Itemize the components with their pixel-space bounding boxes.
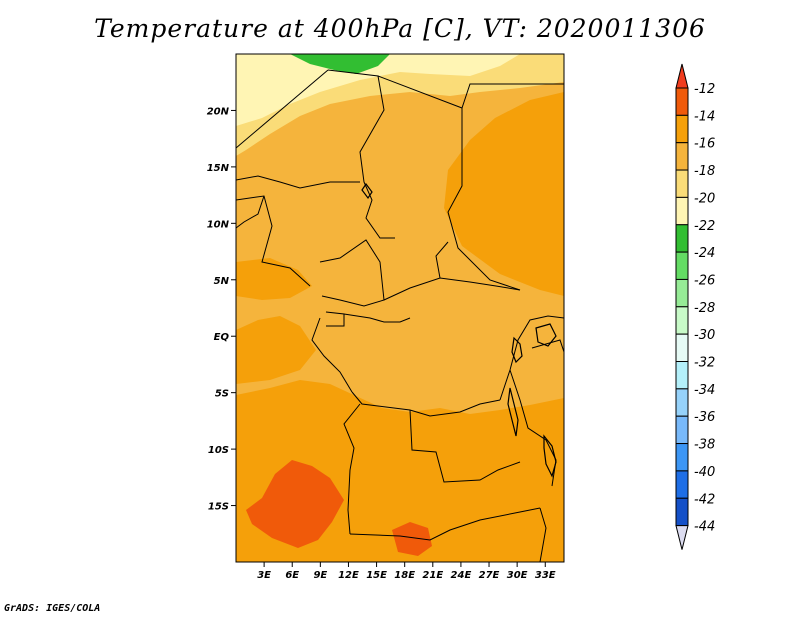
colorbar-label: -24 [694, 246, 715, 261]
colorbar-top-arrow [676, 64, 688, 88]
x-tick-label: 12E [338, 570, 359, 581]
colorbar-swatch [676, 498, 688, 525]
y-tick-label: 5N [214, 276, 230, 287]
colorbar: -12 -14 -16 -18 -20 -22 -24 -26 -28 -30 -32 -34 -36 -… [676, 64, 715, 550]
y-tick-label: 15S [208, 502, 229, 513]
colorbar-label: -30 [694, 328, 715, 343]
colorbar-label: -34 [694, 383, 715, 398]
colorbar-swatch [676, 362, 688, 389]
colorbar-swatch [676, 170, 688, 197]
x-tick-label: 9E [313, 570, 327, 581]
colorbar-label: -32 [694, 356, 715, 371]
colorbar-swatch [676, 143, 688, 170]
colorbar-label: -28 [694, 301, 715, 316]
colorbar-label: -42 [694, 492, 715, 507]
x-tick-label: 3E [257, 570, 271, 581]
x-tick-label: 6E [285, 570, 299, 581]
x-tick-label: 15E [366, 570, 387, 581]
x-tick-label: 18E [394, 570, 415, 581]
credit-label: GrADS: IGES/COLA [4, 603, 100, 614]
x-tick-label: 27E [479, 570, 500, 581]
colorbar-label: -12 [694, 82, 715, 97]
x-tick-label: 24E [451, 570, 472, 581]
y-tick-label: 15N [207, 163, 230, 174]
temperature-field [236, 54, 564, 562]
x-tick-label: 21E [422, 570, 443, 581]
colorbar-swatch [676, 225, 688, 252]
colorbar-label: -26 [694, 273, 715, 288]
x-tick-label: 30E [507, 570, 528, 581]
colorbar-swatch [676, 252, 688, 279]
y-tick-label: 10S [208, 445, 229, 456]
y-axis: 20N 15N 10N 5N EQ 5S 10S 15S [207, 106, 236, 512]
colorbar-label: -36 [694, 410, 715, 425]
y-tick-label: 10N [207, 219, 230, 230]
colorbar-label: -18 [694, 164, 715, 179]
colorbar-swatch [676, 88, 688, 115]
y-tick-label: 5S [215, 389, 229, 400]
colorbar-label: -40 [694, 465, 715, 480]
colorbar-swatch [676, 279, 688, 306]
colorbar-label: -16 [694, 137, 715, 152]
colorbar-swatch [676, 444, 688, 471]
x-axis: 3E 6E 9E 12E 15E 18E 21E 24E 27E 30E 33E [257, 562, 556, 581]
colorbar-swatch [676, 307, 688, 334]
colorbar-bottom-arrow [676, 526, 688, 550]
colorbar-label: -14 [694, 109, 715, 124]
x-tick-label: 33E [535, 570, 556, 581]
colorbar-swatch [676, 471, 688, 498]
colorbar-swatch [676, 416, 688, 443]
colorbar-label: -44 [694, 520, 715, 535]
y-tick-label: 20N [207, 106, 230, 117]
colorbar-label: -22 [694, 219, 715, 234]
colorbar-label: -20 [694, 191, 715, 206]
colorbar-swatch [676, 334, 688, 361]
colorbar-label: -38 [694, 438, 715, 453]
colorbar-swatch [676, 115, 688, 142]
colorbar-swatch [676, 389, 688, 416]
y-tick-label: EQ [214, 332, 230, 343]
colorbar-swatch [676, 197, 688, 224]
